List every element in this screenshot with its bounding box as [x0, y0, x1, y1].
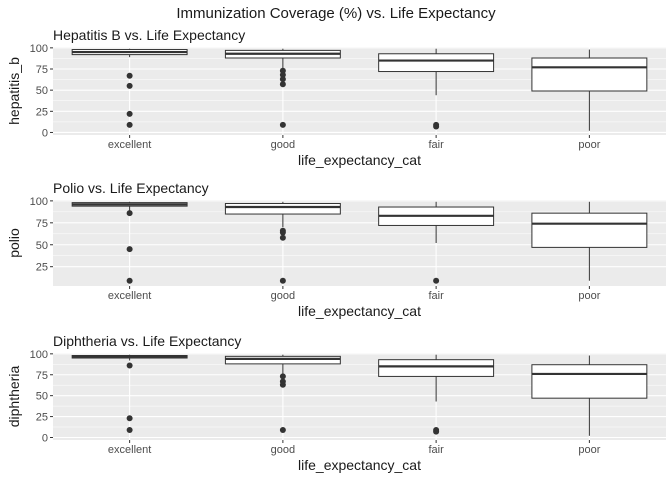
- outlier-point: [433, 123, 440, 130]
- outlier-point: [126, 246, 133, 253]
- y-axis-label: hepatitis_b: [6, 57, 22, 125]
- figure-title: Immunization Coverage (%) vs. Life Expec…: [176, 5, 496, 22]
- y-tick-label: 75: [36, 370, 48, 382]
- y-tick-label: 100: [30, 196, 48, 208]
- y-tick-label: 100: [30, 43, 48, 55]
- outlier-point: [126, 210, 133, 217]
- outlier-point: [433, 428, 440, 435]
- x-tick-label: fair: [428, 290, 444, 302]
- x-tick-label: excellent: [108, 139, 151, 151]
- x-axis-label: life_expectancy_cat: [298, 457, 421, 473]
- outlier-point: [279, 426, 286, 433]
- outlier-point: [126, 277, 133, 284]
- x-axis-label: life_expectancy_cat: [298, 152, 421, 168]
- outlier-point: [279, 71, 286, 78]
- box-fair: [378, 201, 495, 284]
- box-excellent: [71, 201, 188, 284]
- outlier-point: [279, 373, 286, 380]
- box-excellent: [71, 48, 188, 128]
- y-tick-label: 25: [36, 412, 48, 424]
- panels: 0 25 50 75 100 excellent good fair poor Hepatitis…: [6, 27, 666, 473]
- box-iqr: [531, 212, 648, 248]
- outlier-point: [126, 362, 133, 369]
- x-tick-label: good: [271, 290, 295, 302]
- outlier-point: [279, 229, 286, 236]
- y-tick-label: 0: [42, 432, 48, 444]
- y-tick-label: 75: [36, 218, 48, 230]
- panel-2: 25 50 75 100 excellent good fair poor Polio vs. …: [6, 180, 666, 319]
- box-iqr: [378, 53, 495, 73]
- box-excellent: [71, 354, 188, 433]
- box-poor: [531, 201, 648, 281]
- box-poor: [531, 355, 648, 436]
- y-tick-label: 50: [36, 85, 48, 97]
- x-tick-label: good: [271, 444, 295, 456]
- x-tick-label: poor: [578, 290, 600, 302]
- outlier-point: [126, 426, 133, 433]
- outlier-point: [126, 72, 133, 79]
- outlier-point: [126, 415, 133, 422]
- outlier-point: [433, 277, 440, 284]
- outlier-point: [126, 82, 133, 89]
- y-tick-label: 100: [30, 349, 48, 361]
- box-iqr: [224, 203, 341, 215]
- outlier-point: [279, 381, 286, 388]
- y-axis-label: diphtheria: [6, 366, 22, 428]
- panel-1: 0 25 50 75 100 excellent good fair poor Hepatitis…: [6, 27, 666, 168]
- box-iqr: [531, 57, 648, 92]
- box-iqr: [378, 359, 495, 377]
- outlier-point: [279, 121, 286, 128]
- box-iqr: [224, 355, 341, 365]
- panel-3: 0 25 50 75 100 excellent good fair poor Diphtheri…: [6, 333, 666, 473]
- outlier-point: [279, 67, 286, 74]
- outlier-point: [279, 234, 286, 241]
- panel-title: Polio vs. Life Expectancy: [53, 180, 209, 196]
- outlier-point: [279, 81, 286, 88]
- y-tick-label: 0: [42, 127, 48, 139]
- y-tick-label: 25: [36, 106, 48, 118]
- x-tick-label: fair: [428, 139, 444, 151]
- x-axis-label: life_expectancy_cat: [298, 303, 421, 319]
- outlier-point: [279, 277, 286, 284]
- y-axis-label: polio: [6, 228, 22, 258]
- box-fair: [378, 48, 495, 130]
- y-tick-label: 75: [36, 64, 48, 76]
- x-tick-label: excellent: [108, 290, 151, 302]
- box-good: [224, 48, 341, 128]
- outlier-point: [126, 121, 133, 128]
- x-tick-label: excellent: [108, 444, 151, 456]
- panel-title: Hepatitis B vs. Life Expectancy: [53, 27, 245, 43]
- outlier-point: [126, 110, 133, 117]
- x-tick-label: poor: [578, 444, 600, 456]
- y-tick-label: 50: [36, 391, 48, 403]
- x-tick-label: poor: [578, 139, 600, 151]
- outlier-point: [279, 76, 286, 83]
- box-good: [224, 201, 341, 284]
- box-fair: [378, 354, 495, 435]
- box-good: [224, 354, 341, 433]
- x-tick-label: fair: [428, 444, 444, 456]
- y-tick-label: 25: [36, 262, 48, 274]
- x-tick-label: good: [271, 139, 295, 151]
- panel-title: Diphtheria vs. Life Expectancy: [53, 333, 241, 349]
- box-iqr: [531, 364, 648, 399]
- y-tick-label: 50: [36, 240, 48, 252]
- box-poor: [531, 49, 648, 131]
